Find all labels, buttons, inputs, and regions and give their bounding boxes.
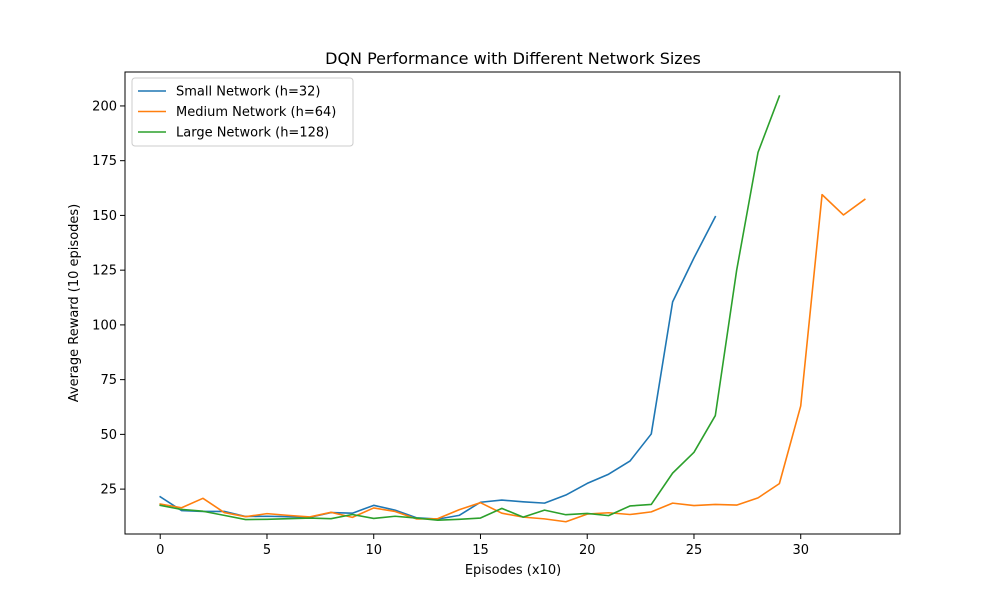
x-axis-label: Episodes (x10): [465, 563, 561, 578]
x-tick-label: 5: [263, 543, 271, 558]
y-tick-label: 200: [92, 99, 117, 114]
legend-entry-label: Small Network (h=32): [176, 85, 320, 100]
y-tick-label: 75: [100, 373, 117, 388]
y-tick-label: 25: [100, 483, 117, 498]
x-tick-label: 15: [472, 543, 489, 558]
x-tick-label: 10: [365, 543, 382, 558]
x-axis-ticks: 0 5 10 15 20 25 30: [156, 534, 809, 558]
legend-entry-label: Large Network (h=128): [176, 126, 329, 141]
series-line-2: [159, 193, 866, 523]
legend: Small Network (h=32) Medium Network (h=64…: [131, 77, 354, 147]
chart-title: DQN Performance with Different Network S…: [325, 49, 701, 68]
x-tick-label: 0: [156, 543, 164, 558]
series-line-3: [159, 95, 781, 522]
x-tick-label: 30: [792, 543, 809, 558]
legend-entry-label: Medium Network (h=64): [176, 105, 336, 120]
y-axis-ticks: 25 50 75 100 125 150 175 200: [92, 99, 125, 498]
plot-frame: [124, 71, 901, 535]
y-axis-label: Average Reward (10 episodes): [67, 204, 82, 403]
y-tick-label: 125: [92, 264, 117, 279]
y-tick-label: 50: [100, 428, 117, 443]
y-tick-label: 175: [92, 154, 117, 169]
series-line-1: [159, 215, 717, 520]
plot-lines: [159, 95, 866, 523]
legend-box: [131, 77, 354, 147]
y-tick-label: 150: [92, 209, 117, 224]
y-tick-label: 100: [92, 318, 117, 333]
x-tick-label: 25: [686, 543, 703, 558]
x-tick-label: 20: [579, 543, 596, 558]
